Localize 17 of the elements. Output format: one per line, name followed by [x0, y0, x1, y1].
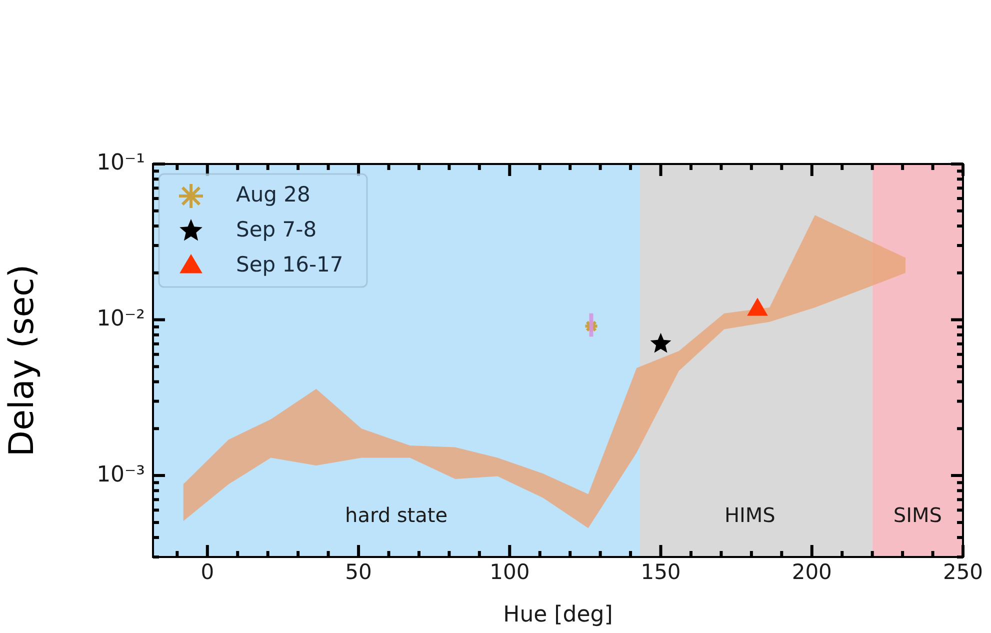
- band-label: SIMS: [893, 503, 942, 528]
- y-tick-label: 10⁻²: [96, 306, 145, 332]
- x-tick-label: 100: [490, 560, 530, 584]
- x-tick-label: 50: [345, 560, 372, 584]
- x-tick-label: 250: [942, 560, 984, 584]
- x-axis-title: Hue [deg]: [503, 602, 613, 628]
- y-tick-label: 10⁻³: [96, 462, 145, 488]
- x-tick-label: 150: [640, 560, 681, 584]
- y-axis-title: Delay (sec): [2, 264, 42, 457]
- legend-label: Sep 16-17: [236, 252, 344, 276]
- y-tick-label: 10⁻¹: [96, 150, 145, 176]
- x-tick-label: 0: [200, 560, 214, 584]
- band-label: HIMS: [724, 503, 776, 528]
- legend-label: Aug 28: [236, 182, 310, 206]
- legend-label: Sep 7-8: [236, 217, 317, 242]
- x-tick-label: 200: [792, 560, 832, 584]
- band-label: hard state: [345, 503, 448, 528]
